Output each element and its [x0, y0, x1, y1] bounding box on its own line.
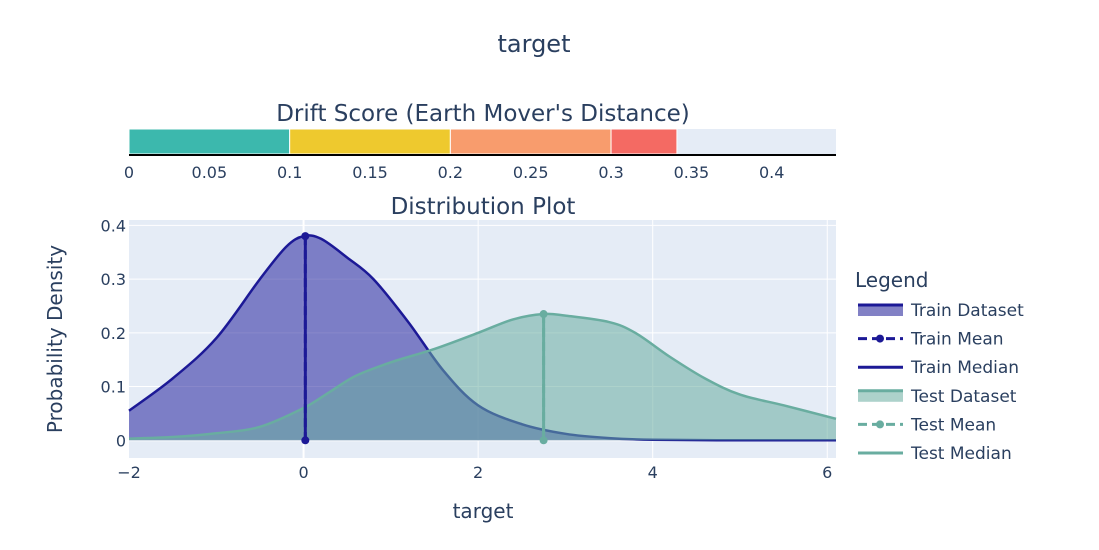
line-test-dataset [128, 312, 837, 440]
legend-marker-dot [876, 334, 884, 343]
y-tick-label: 0.2 [101, 324, 126, 343]
drift-segment-1 [289, 128, 451, 155]
drift-segment-2 [449, 128, 612, 155]
drift-score-ticks: 0 0.05 0.1 0.15 0.2 0.25 0.3 0.35 0.4 [124, 163, 785, 182]
legend-swatch-train-dataset [858, 304, 903, 316]
legend-marker-dot [876, 420, 884, 429]
y-tick-label: 0.3 [101, 270, 126, 289]
drift-tick-label: 0.2 [438, 163, 463, 182]
legend: Legend Train Dataset Train Mean Train Medi… [855, 268, 1024, 464]
drift-tick-label: 0.1 [277, 163, 302, 182]
drift-tick-label: 0.05 [192, 163, 228, 182]
distribution-ticks: −2 0 2 4 6 0 0.1 0.2 0.3 0.4 [101, 216, 833, 482]
drift-segment-3 [610, 128, 678, 155]
distribution-plot: Distribution Plot −2 0 2 4 6 0 0.1 0.2 0.3 0.4 ta… [43, 194, 837, 523]
x-tick-label: 6 [822, 463, 832, 482]
drift-tick-label: 0.3 [598, 163, 623, 182]
x-tick-label: 2 [473, 463, 483, 482]
y-tick-label: 0 [116, 431, 126, 450]
drift-tick-label: 0.25 [513, 163, 549, 182]
x-tick-label: −2 [117, 463, 141, 482]
legend-label-train-median: Train Median [910, 358, 1019, 378]
legend-label-test-mean: Test Mean [910, 415, 996, 435]
drift-score-chart: Drift Score (Earth Mover's Distance) 0 0.… [124, 101, 836, 182]
legend-label-test-median: Test Median [910, 444, 1012, 464]
distribution-plot-title: Distribution Plot [391, 194, 576, 220]
main-title: target [498, 30, 571, 58]
y-axis-label: Probability Density [43, 245, 67, 433]
drift-segment-0 [128, 128, 291, 155]
x-tick-label: 4 [648, 463, 658, 482]
drift-tick-label: 0.35 [674, 163, 710, 182]
drift-tick-label: 0.15 [352, 163, 388, 182]
distribution-markers [301, 232, 548, 445]
legend-label-test-dataset: Test Dataset [910, 387, 1017, 407]
legend-items: Train Dataset Train Mean Train Median Test … [858, 301, 1024, 464]
x-axis-label: target [453, 499, 514, 523]
x-tick-label: 0 [298, 463, 308, 482]
legend-label-train-mean: Train Mean [910, 330, 1004, 350]
y-tick-label: 0.1 [101, 378, 126, 397]
legend-swatch-test-dataset [858, 389, 903, 402]
legend-label-train-dataset: Train Dataset [910, 301, 1024, 321]
drift-score-title: Drift Score (Earth Mover's Distance) [276, 101, 690, 127]
legend-title: Legend [855, 268, 928, 292]
drift-tick-label: 0.4 [759, 163, 784, 182]
y-tick-label: 0.4 [101, 216, 126, 235]
drift-tick-label: 0 [124, 163, 134, 182]
drift-score-bars [128, 128, 678, 155]
